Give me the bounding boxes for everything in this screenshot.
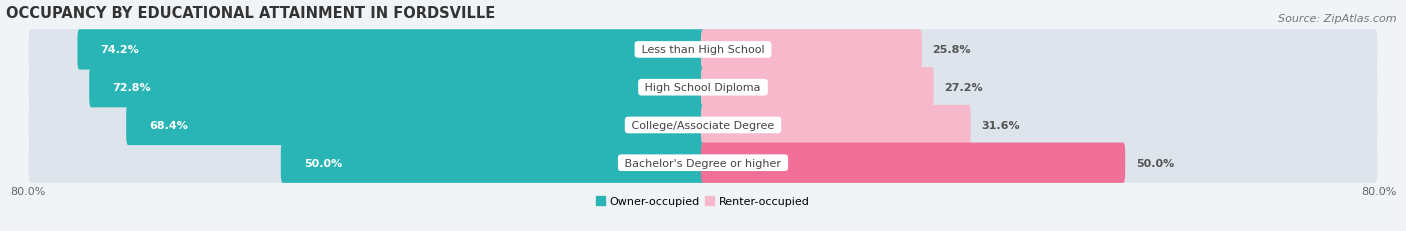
Text: 68.4%: 68.4% xyxy=(149,120,188,130)
Text: 74.2%: 74.2% xyxy=(100,45,139,55)
FancyBboxPatch shape xyxy=(77,30,704,70)
Text: 27.2%: 27.2% xyxy=(945,83,983,93)
FancyBboxPatch shape xyxy=(28,68,1378,108)
Text: 50.0%: 50.0% xyxy=(304,158,342,168)
Text: Less than High School: Less than High School xyxy=(638,45,768,55)
FancyBboxPatch shape xyxy=(89,68,704,108)
Text: 80.0%: 80.0% xyxy=(10,186,45,196)
Text: High School Diploma: High School Diploma xyxy=(641,83,765,93)
FancyBboxPatch shape xyxy=(281,143,704,183)
FancyBboxPatch shape xyxy=(28,143,1378,183)
FancyBboxPatch shape xyxy=(702,105,970,146)
Text: Source: ZipAtlas.com: Source: ZipAtlas.com xyxy=(1278,14,1396,24)
Legend: Owner-occupied, Renter-occupied: Owner-occupied, Renter-occupied xyxy=(592,192,814,211)
Text: OCCUPANCY BY EDUCATIONAL ATTAINMENT IN FORDSVILLE: OCCUPANCY BY EDUCATIONAL ATTAINMENT IN F… xyxy=(6,6,495,21)
FancyBboxPatch shape xyxy=(28,30,1378,70)
Text: Bachelor's Degree or higher: Bachelor's Degree or higher xyxy=(621,158,785,168)
FancyBboxPatch shape xyxy=(127,105,704,146)
FancyBboxPatch shape xyxy=(28,105,1378,146)
FancyBboxPatch shape xyxy=(702,143,1125,183)
Text: 50.0%: 50.0% xyxy=(1136,158,1174,168)
Text: 31.6%: 31.6% xyxy=(981,120,1019,130)
Text: 80.0%: 80.0% xyxy=(1361,186,1396,196)
Text: 72.8%: 72.8% xyxy=(112,83,150,93)
FancyBboxPatch shape xyxy=(702,68,934,108)
Text: College/Associate Degree: College/Associate Degree xyxy=(628,120,778,130)
FancyBboxPatch shape xyxy=(702,30,922,70)
Text: 25.8%: 25.8% xyxy=(932,45,972,55)
